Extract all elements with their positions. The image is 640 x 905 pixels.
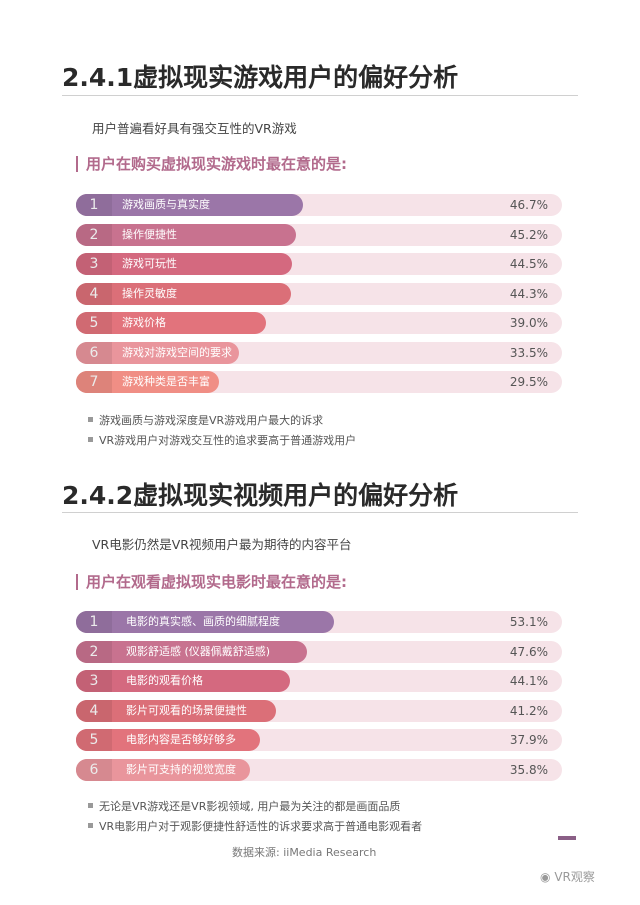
section-1-title: 2.4.1虚拟现实游戏用户的偏好分析 (62, 63, 459, 92)
bar (76, 699, 277, 722)
bar (76, 253, 293, 275)
category-label: 电影的观看价格 (126, 674, 203, 687)
rank-label: 5 (76, 729, 112, 751)
bar-row: 3 游戏可玩性 44.5% (76, 253, 562, 275)
bar (76, 611, 335, 633)
bar-row: 6 影片可支持的视觉宽度 35.8% (76, 758, 562, 781)
value-label: 35.8% (509, 762, 548, 777)
bar-row: 7 游戏种类是否丰富 29.5% (76, 371, 562, 393)
section-2-bullet-text: VR电影用户对于观影便捷性舒适性的诉求要求高于普通电影观看者 (99, 820, 423, 833)
bar (76, 223, 296, 246)
accent-bar (76, 574, 78, 590)
rank-label: 6 (76, 341, 112, 364)
bar (76, 729, 261, 751)
bar (76, 670, 291, 692)
bar-row: 4 操作灵敏度 44.3% (76, 282, 562, 305)
game-preference-chart: 1 游戏画质与真实度 46.7% 2 操作便捷性 45.2% 3 游戏可玩性 44.5% 4 操作灵… (76, 194, 564, 404)
bullet-square-icon (88, 417, 93, 422)
rank-label: 7 (76, 371, 112, 393)
section-1-divider (62, 95, 578, 96)
section-2-bullet: 无论是VR游戏还是VR影视领域, 用户最为关注的都是画面品质 (88, 798, 400, 814)
watermark: ◉ VR观察 (540, 868, 595, 885)
section-1-bullet-text: 游戏画质与游戏深度是VR游戏用户最大的诉求 (99, 414, 324, 427)
watermark-text: VR观察 (554, 870, 595, 884)
bar-row: 2 观影舒适感 (仪器佩戴舒适感) 47.6% (76, 640, 562, 663)
bullet-square-icon (88, 437, 93, 442)
value-label: 47.6% (509, 644, 548, 659)
wechat-icon: ◉ (540, 870, 551, 884)
value-label: 44.3% (509, 286, 548, 301)
section-1-question: 用户在购买虚拟现实游戏时最在意的是: (76, 153, 347, 174)
value-label: 44.5% (509, 257, 548, 271)
bar-row: 1 电影的真实感、画质的细腻程度 53.1% (76, 611, 562, 633)
category-label: 影片可支持的视觉宽度 (126, 762, 236, 776)
section-1-bullet-text: VR游戏用户对游戏交互性的追求要高于普通游戏用户 (99, 434, 357, 447)
rank-label: 2 (76, 640, 112, 663)
category-label: 观影舒适感 (仪器佩戴舒适感) (126, 644, 271, 658)
decorative-dash (558, 836, 576, 840)
category-label: 电影的真实感、画质的细腻程度 (126, 615, 280, 628)
bar (76, 312, 266, 334)
section-1-subtitle: 用户普遍看好具有强交互性的VR游戏 (92, 121, 297, 136)
category-label: 影片可观看的场景便捷性 (126, 703, 247, 717)
rank-label: 6 (76, 758, 112, 781)
bar-row: 3 电影的观看价格 44.1% (76, 670, 562, 692)
bar (76, 194, 303, 216)
section-2-bullet-text: 无论是VR游戏还是VR影视领域, 用户最为关注的都是画面品质 (99, 800, 401, 813)
category-label: 游戏价格 (122, 316, 166, 329)
bullet-square-icon (88, 823, 93, 828)
rank-label: 1 (76, 611, 112, 633)
rank-label: 4 (76, 282, 112, 305)
section-1-bullet: 游戏画质与游戏深度是VR游戏用户最大的诉求 (88, 412, 323, 428)
bar-row: 4 影片可观看的场景便捷性 41.2% (76, 699, 562, 722)
bar-row: 5 电影内容是否够好够多 37.9% (76, 729, 562, 751)
section-1-bullet: VR游戏用户对游戏交互性的追求要高于普通游戏用户 (88, 432, 356, 448)
bar-row: 2 操作便捷性 45.2% (76, 223, 562, 246)
value-label: 41.2% (509, 703, 548, 718)
value-label: 29.5% (509, 375, 548, 389)
category-label: 游戏种类是否丰富 (122, 375, 210, 388)
section-2-bullet: VR电影用户对于观影便捷性舒适性的诉求要求高于普通电影观看者 (88, 818, 422, 834)
rank-label: 2 (76, 223, 112, 246)
section-1-question-text: 用户在购买虚拟现实游戏时最在意的是: (86, 155, 348, 173)
category-label: 游戏对游戏空间的要求 (122, 345, 232, 359)
category-label: 游戏可玩性 (122, 257, 177, 270)
value-label: 37.9% (509, 733, 548, 747)
rank-label: 5 (76, 312, 112, 334)
section-2-subtitle: VR电影仍然是VR视频用户最为期待的内容平台 (92, 537, 352, 552)
bullet-square-icon (88, 803, 93, 808)
video-preference-chart: 1 电影的真实感、画质的细腻程度 53.1% 2 观影舒适感 (仪器佩戴舒适感) 47.6… (76, 611, 564, 786)
category-label: 电影内容是否够好够多 (126, 733, 236, 746)
rank-label: 1 (76, 194, 112, 216)
rank-label: 3 (76, 253, 112, 275)
bar (76, 282, 292, 305)
category-label: 操作便捷性 (122, 227, 177, 241)
data-source: 数据来源: iiMedia Research (232, 846, 377, 859)
value-label: 33.5% (509, 345, 548, 360)
value-label: 45.2% (509, 227, 548, 242)
section-2-title: 2.4.2虚拟现实视频用户的偏好分析 (62, 481, 459, 510)
section-2-question: 用户在观看虚拟现实电影时最在意的是: (76, 571, 347, 592)
section-2-question-text: 用户在观看虚拟现实电影时最在意的是: (86, 573, 348, 591)
value-label: 53.1% (509, 615, 548, 629)
value-label: 46.7% (509, 198, 548, 212)
bar-row: 1 游戏画质与真实度 46.7% (76, 194, 562, 216)
bar (76, 758, 250, 781)
rank-label: 3 (76, 670, 112, 692)
value-label: 39.0% (509, 316, 548, 330)
category-label: 操作灵敏度 (122, 286, 177, 300)
bar-row: 6 游戏对游戏空间的要求 33.5% (76, 341, 562, 364)
rank-label: 4 (76, 699, 112, 722)
bar (76, 341, 239, 364)
category-label: 游戏画质与真实度 (122, 198, 210, 211)
accent-bar (76, 156, 78, 172)
value-label: 44.1% (509, 674, 548, 688)
section-2-divider (62, 512, 578, 513)
bar (76, 640, 308, 663)
bar-row: 5 游戏价格 39.0% (76, 312, 562, 334)
